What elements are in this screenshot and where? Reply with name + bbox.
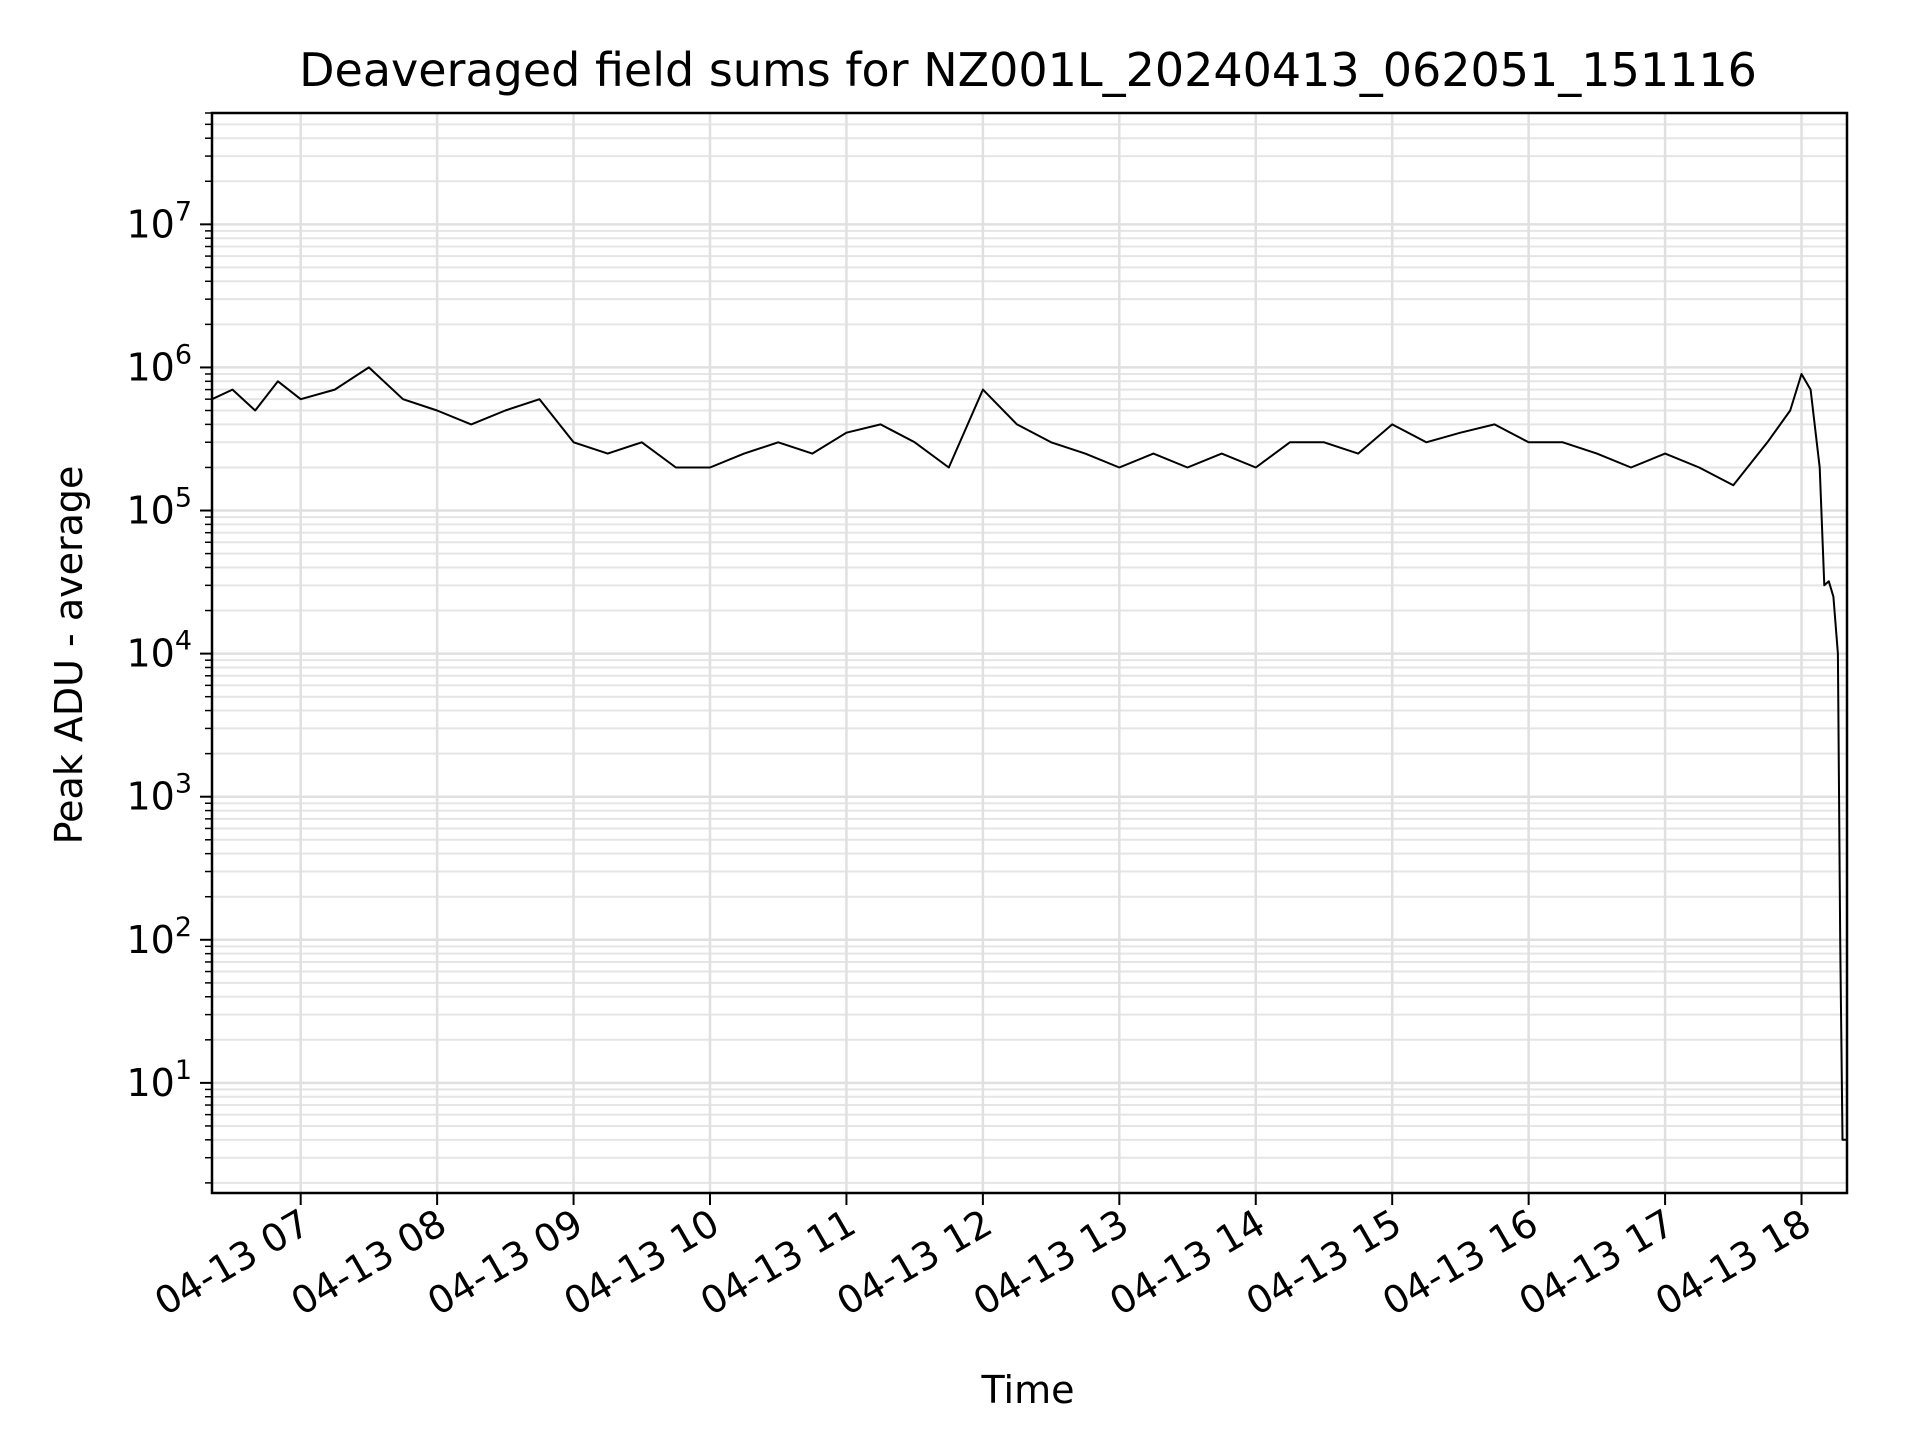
x-axis-label: Time — [981, 1368, 1075, 1412]
series-layer — [211, 366, 1847, 1141]
y-tick-label: 103 — [126, 769, 192, 819]
series-line — [211, 366, 1847, 1141]
y-tick-label: 101 — [126, 1055, 192, 1105]
chart-title: Deaveraged field sums for NZ001L_2024041… — [299, 43, 1757, 97]
y-tick-label: 107 — [126, 196, 192, 246]
y-tick-label: 106 — [126, 339, 192, 389]
grid — [212, 112, 1847, 1193]
y-tick-label: 104 — [126, 626, 192, 676]
y-tick-label: 105 — [126, 483, 192, 533]
y-axis-label: Peak ADU - average — [47, 466, 91, 845]
y-tick-label: 102 — [126, 912, 192, 962]
